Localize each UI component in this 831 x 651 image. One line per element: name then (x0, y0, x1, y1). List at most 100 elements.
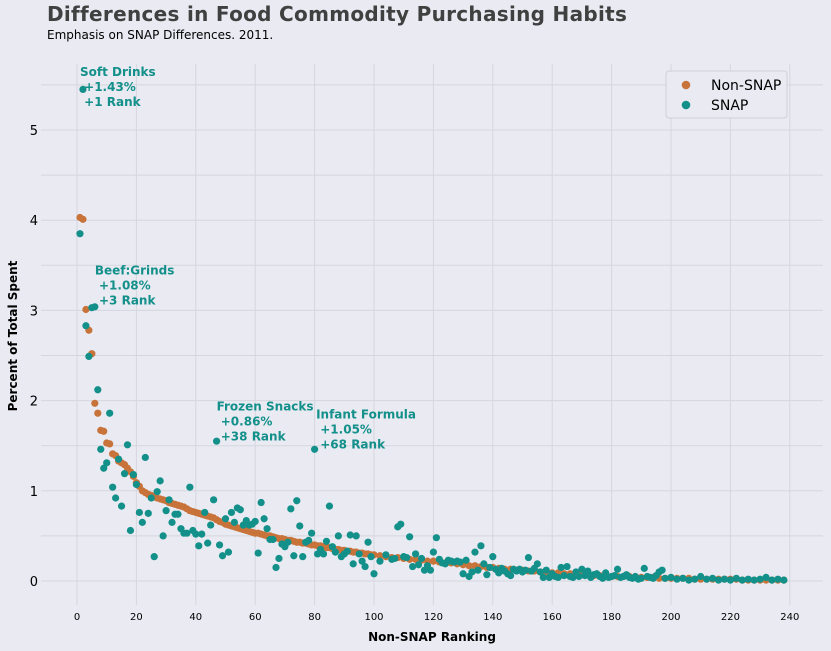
snap-point (762, 573, 770, 581)
snap-point (578, 565, 586, 573)
non-snap-point (106, 440, 114, 448)
x-tick-label: 200 (661, 612, 680, 623)
snap-point (150, 553, 158, 561)
snap-point (414, 561, 423, 569)
snap-point (780, 576, 788, 584)
y-axis-label: Percent of Total Spent (6, 260, 20, 411)
non-snap-point (465, 562, 473, 570)
snap-point (462, 556, 470, 564)
snap-point (768, 576, 776, 584)
legend-marker-non-snap (681, 80, 691, 90)
snap-point (524, 553, 533, 562)
snap-point (126, 526, 135, 535)
snap-point (218, 552, 227, 560)
snap-point (346, 531, 354, 539)
non-snap-point (91, 399, 99, 407)
snap-point (165, 496, 173, 504)
snap-point (358, 557, 366, 565)
snap-point (560, 571, 568, 580)
snap-point (106, 409, 114, 417)
annotation-0: Soft Drinks +1.43% +1 Rank (80, 65, 156, 109)
snap-point (343, 547, 351, 555)
grid (41, 64, 823, 605)
annotations: Soft Drinks +1.43% +1 Rank Beef:Grinds +1… (80, 65, 416, 452)
snap-point (750, 576, 758, 584)
snap-point (109, 483, 117, 491)
snap-point (673, 575, 681, 583)
x-tick-label: 60 (249, 612, 262, 623)
snap-point (97, 445, 105, 453)
snap-point (486, 563, 494, 572)
snap-point (129, 470, 138, 479)
y-tick-label: 5 (30, 124, 38, 139)
snap-point (162, 507, 170, 515)
y-tick-label: 0 (30, 575, 38, 590)
snap-point (76, 230, 84, 238)
snap-point (599, 574, 607, 582)
snap-point (575, 572, 583, 581)
snap-point (224, 548, 233, 556)
snap-point (584, 567, 592, 575)
snap-point (260, 515, 268, 523)
non-snap-point (376, 552, 384, 560)
non-snap-point (82, 305, 90, 314)
x-tick-label: 0 (74, 612, 80, 623)
snap-point (138, 518, 146, 526)
snap-point (403, 553, 411, 562)
snap-point (697, 572, 705, 581)
annotation-line: Infant Formula (316, 408, 416, 422)
snap-point (661, 574, 669, 582)
snap-point (322, 537, 331, 545)
snap-point (290, 552, 298, 560)
snap-point (542, 566, 550, 574)
annotation-2: Frozen Snacks +0.86% +38 Rank (217, 400, 314, 444)
snap-point (756, 575, 764, 583)
snap-point (468, 568, 476, 576)
snap-point (489, 553, 497, 561)
snap-point (192, 530, 200, 538)
legend-label-snap: SNAP (711, 98, 748, 114)
snap-point (114, 455, 123, 463)
snap-point (319, 550, 328, 558)
snap-point (269, 535, 277, 544)
x-tick-label: 180 (602, 612, 621, 623)
legend-label-non-snap: Non-SNAP (711, 78, 781, 94)
snap-point (100, 464, 108, 472)
snap-point (263, 525, 271, 533)
snap-point (272, 563, 280, 572)
snap-point (94, 386, 102, 394)
snap-point (536, 568, 544, 576)
snap-point (507, 571, 515, 580)
snap-point (227, 508, 236, 517)
snap-point (429, 548, 437, 556)
snap-point (91, 303, 99, 311)
snap-point (480, 560, 488, 568)
snap-point (147, 494, 155, 502)
snap-point (132, 480, 140, 489)
snap-point (714, 576, 723, 584)
series-snap (76, 85, 788, 584)
snap-point (708, 574, 717, 582)
x-tick-labels: 0 20 40 60 80 100 120 140 160 180 200 220 240 (74, 612, 800, 623)
x-axis-label: Non-SNAP Ranking (368, 630, 496, 644)
snap-point (411, 550, 420, 558)
snap-point (305, 536, 313, 545)
snap-point (103, 459, 111, 467)
snap-point (85, 352, 93, 361)
non-snap-point (100, 427, 108, 435)
annotation-3: Infant Formula +1.05% +68 Rank (316, 408, 416, 452)
snap-point (539, 573, 547, 581)
snap-point (207, 521, 215, 529)
snap-point (112, 494, 120, 502)
snap-point (236, 506, 244, 514)
snap-point (426, 566, 435, 574)
snap-point (135, 508, 143, 517)
snap-point (774, 575, 782, 583)
snap-point (726, 576, 735, 584)
snap-point (397, 520, 405, 528)
snap-point (533, 560, 541, 568)
snap-point (477, 542, 485, 550)
snap-point (183, 529, 191, 537)
x-tick-label: 140 (483, 612, 502, 623)
snap-point (417, 554, 426, 563)
